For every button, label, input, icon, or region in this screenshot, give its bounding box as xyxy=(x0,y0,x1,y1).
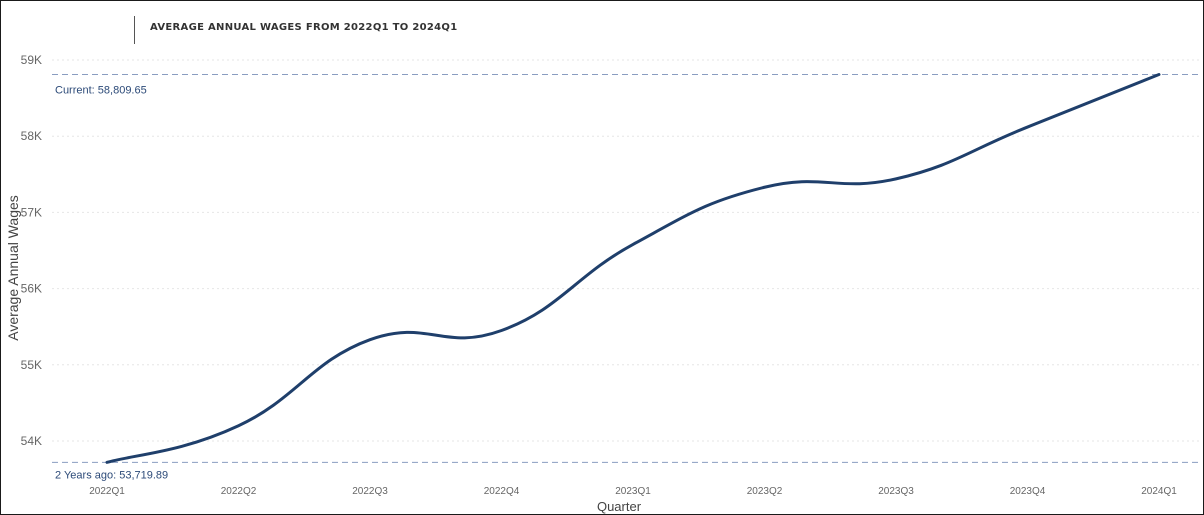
gridlines xyxy=(52,59,1202,442)
x-tick-label: 2022Q2 xyxy=(221,486,257,497)
x-axis-label: Quarter xyxy=(597,499,642,514)
y-axis-ticks: 54K 55K 56K 57K 58K 59K xyxy=(21,53,42,448)
reference-label: 2 Years ago: 53,719.89 xyxy=(55,469,168,481)
y-axis-label: Average Annual Wages xyxy=(5,195,21,341)
chart-title: AVERAGE ANNUAL WAGES FROM 2022Q1 TO 2024… xyxy=(150,22,458,33)
x-tick-label: 2022Q3 xyxy=(352,486,388,497)
x-axis-ticks: 2022Q1 2022Q2 2022Q3 2022Q4 2023Q1 2023Q2 2023… xyxy=(89,486,1177,497)
x-tick-label: 2022Q4 xyxy=(484,486,520,497)
series-lines xyxy=(105,73,1161,464)
reference-label: Current: 58,809.65 xyxy=(55,85,147,97)
y-tick-label: 56K xyxy=(21,282,42,296)
y-tick-label: 57K xyxy=(21,205,42,219)
y-tick-label: 55K xyxy=(21,358,42,372)
x-tick-label: 2023Q3 xyxy=(878,486,914,497)
reference-lines: Current: 58,809.65 2 Years ago: 53,719.89 xyxy=(52,74,1202,481)
y-tick-label: 59K xyxy=(21,53,42,67)
x-tick-label: 2024Q1 xyxy=(1141,486,1177,497)
y-tick-label: 54K xyxy=(21,434,42,448)
x-tick-label: 2023Q2 xyxy=(747,486,783,497)
series-line xyxy=(105,73,1161,464)
x-tick-label: 2023Q4 xyxy=(1010,486,1046,497)
title-divider xyxy=(134,16,135,44)
x-tick-label: 2022Q1 xyxy=(89,486,125,497)
x-tick-label: 2023Q1 xyxy=(615,486,651,497)
y-tick-label: 58K xyxy=(21,129,42,143)
